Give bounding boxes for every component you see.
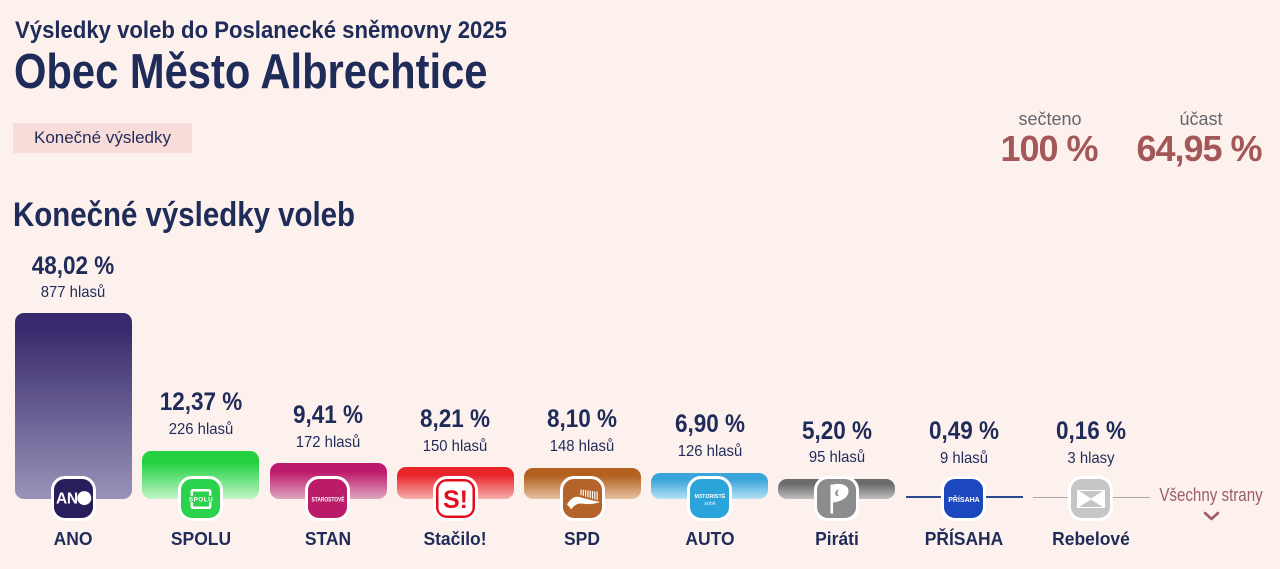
- svg-text:S!: S!: [443, 486, 468, 514]
- svg-text:sobě: sobě: [704, 501, 715, 507]
- svg-text:PŘÍSAHA: PŘÍSAHA: [948, 495, 980, 504]
- svg-text:AN: AN: [56, 491, 78, 507]
- svg-text:SPOLU: SPOLU: [188, 496, 212, 503]
- svg-text:STAROSTOVÉ: STAROSTOVÉ: [311, 495, 344, 503]
- svg-text:M3TORISTÉ: M3TORISTÉ: [694, 492, 725, 500]
